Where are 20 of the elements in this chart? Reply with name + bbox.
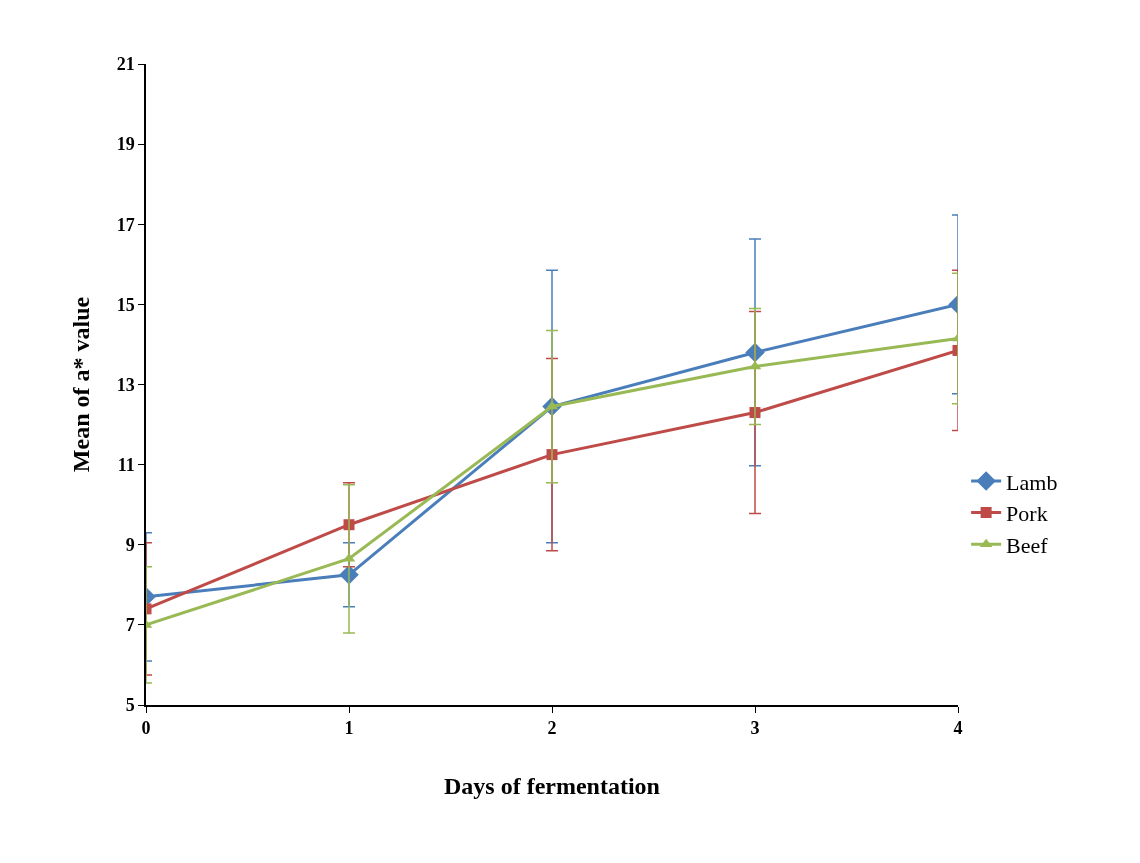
y-tick-label: 7 bbox=[125, 615, 135, 636]
y-tick-label: 17 bbox=[116, 214, 135, 235]
x-tick-label: 3 bbox=[750, 718, 760, 739]
y-tick-label: 9 bbox=[125, 535, 135, 556]
x-tick-label: 4 bbox=[953, 718, 963, 739]
x-tick-label: 0 bbox=[141, 718, 151, 739]
y-tick-label: 11 bbox=[117, 454, 135, 475]
y-axis-title: Mean of a* value bbox=[68, 296, 95, 473]
x-tick-label: 2 bbox=[547, 718, 557, 739]
legend-label: Lamb bbox=[1006, 469, 1058, 495]
x-axis-title: Days of fermentation bbox=[444, 773, 660, 800]
y-tick-label: 13 bbox=[116, 374, 135, 395]
y-tick-label: 21 bbox=[116, 54, 135, 75]
y-tick-label: 15 bbox=[116, 294, 135, 315]
y-tick-label: 19 bbox=[116, 134, 135, 155]
point bbox=[748, 360, 762, 370]
legend-label: Pork bbox=[1006, 501, 1048, 527]
y-tick-label: 5 bbox=[125, 695, 135, 716]
x-tick-label: 1 bbox=[344, 718, 354, 739]
legend-label: Beef bbox=[1006, 532, 1049, 558]
